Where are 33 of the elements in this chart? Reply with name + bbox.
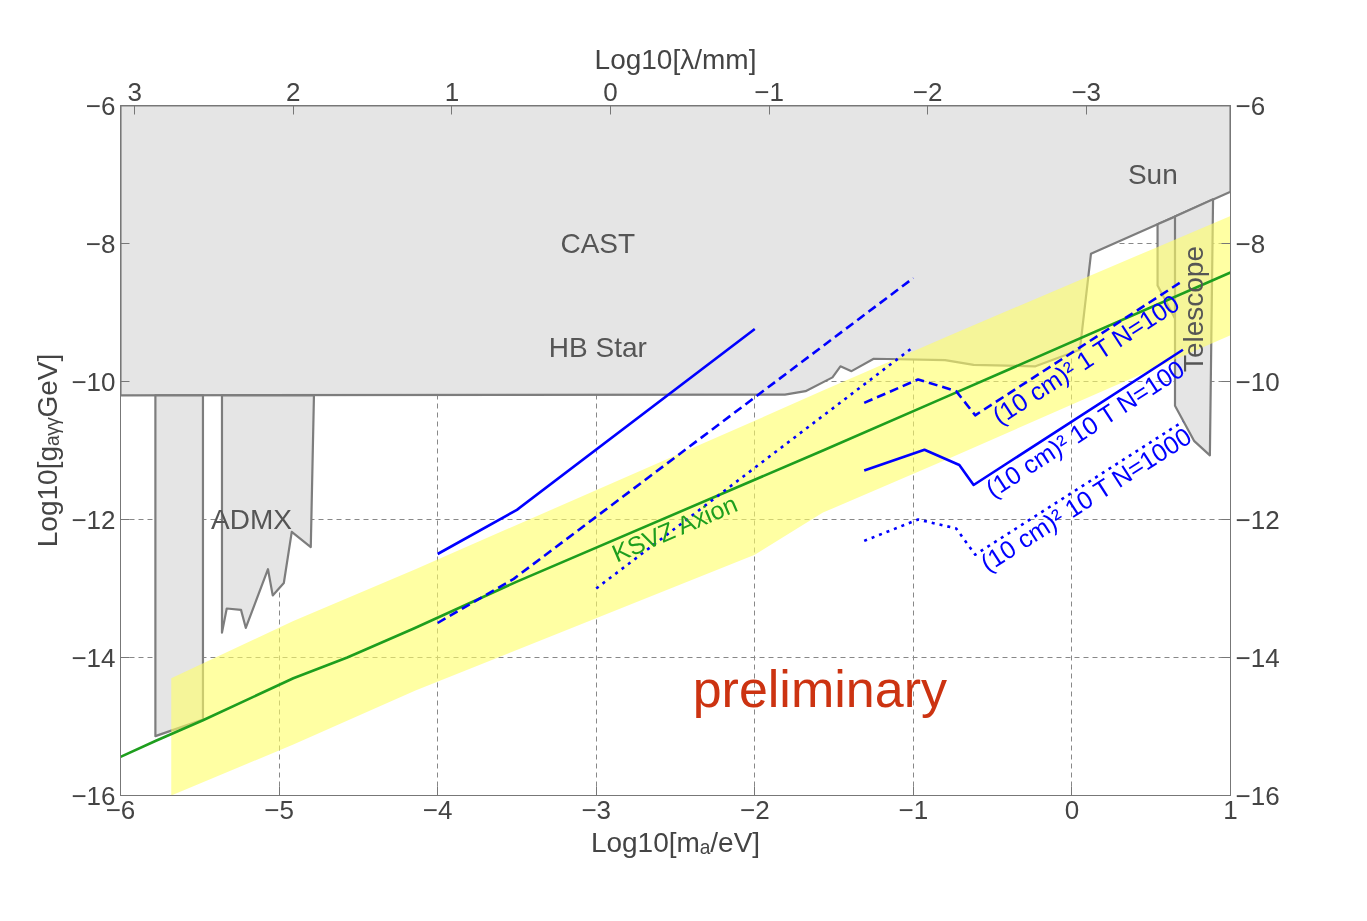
x2-tick-label: 2 [286, 76, 301, 107]
x2-tick-label: 0 [603, 76, 618, 107]
y2-tick-label: −6 [1235, 90, 1266, 121]
y2-tick-label: −16 [1235, 780, 1280, 811]
x-tick-label: 1 [1223, 794, 1238, 825]
x2-tick-label: −3 [1071, 76, 1102, 107]
y-tick-label: −12 [71, 504, 116, 535]
y2-tick-label: −14 [1235, 642, 1280, 673]
y-tick-label: −8 [85, 228, 116, 259]
x-tick-label: −2 [739, 794, 770, 825]
x-axis-title: Log10[mₐ/eV] [590, 826, 761, 858]
y-axis-title: Log10[gₐᵧᵧGeV] [32, 353, 64, 548]
x-tick-label: −3 [581, 794, 612, 825]
x2-tick-label: 3 [127, 76, 143, 107]
x2-tick-label: 1 [444, 76, 460, 107]
y2-tick-label: −8 [1235, 228, 1266, 259]
y2-tick-label: −12 [1235, 504, 1280, 535]
y-tick-label: −14 [71, 642, 116, 673]
annotation: CAST [560, 228, 636, 259]
annotation: preliminary [692, 659, 947, 718]
x2-axis-title: Log10[λ/mm] [594, 43, 757, 75]
x-tick-label: −4 [422, 794, 453, 825]
annotation: Sun [1127, 159, 1178, 190]
x-tick-label: 0 [1064, 794, 1080, 825]
text: KSVZ Axion [607, 489, 742, 568]
x2-tick-label: −2 [912, 76, 943, 107]
x2-tick-label: −1 [754, 76, 784, 107]
y-tick-label: −10 [71, 366, 116, 397]
y2-tick-label: −10 [1235, 366, 1280, 397]
annotation: HB Star [548, 331, 647, 363]
y-tick-label: −6 [85, 90, 116, 121]
x-tick-label: −5 [264, 794, 294, 825]
x-tick-label: −1 [898, 794, 929, 825]
